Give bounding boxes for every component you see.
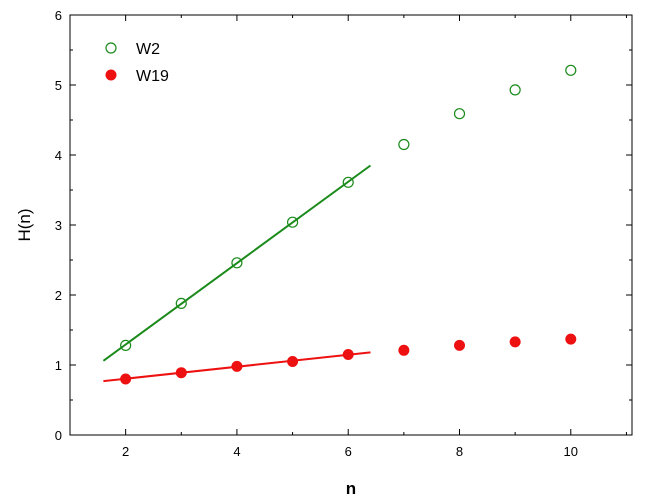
data-point-w19 bbox=[120, 373, 132, 385]
data-point-w19 bbox=[231, 360, 243, 372]
data-point-w19 bbox=[454, 339, 466, 351]
data-point-w2 bbox=[175, 297, 187, 309]
y-tick-label: 2 bbox=[55, 288, 62, 303]
data-point-w19 bbox=[342, 349, 354, 360]
y-tick-label: 3 bbox=[55, 218, 62, 233]
data-point-w19 bbox=[398, 344, 410, 356]
data-point-w2 bbox=[509, 84, 521, 96]
data-point-w19 bbox=[287, 356, 299, 367]
y-tick-label: 4 bbox=[55, 148, 62, 163]
legend-label-w2: W2 bbox=[136, 41, 160, 58]
legend: W2 W19 bbox=[105, 41, 169, 85]
axis-ticks bbox=[69, 14, 632, 436]
x-tick-label: 2 bbox=[122, 444, 129, 459]
data-point-w2 bbox=[398, 138, 410, 151]
data-point-w2 bbox=[120, 339, 132, 351]
legend-label-w19: W19 bbox=[136, 68, 169, 85]
y-tick-label: 0 bbox=[55, 428, 62, 443]
fit-line-w2 bbox=[102, 164, 372, 362]
data-point-w2 bbox=[453, 108, 466, 120]
data-point-w19 bbox=[175, 367, 187, 379]
x-axis-label: n bbox=[346, 479, 356, 498]
data-point-w2 bbox=[342, 176, 354, 188]
data-point-w19 bbox=[565, 333, 577, 345]
data-point-w2 bbox=[565, 64, 577, 76]
fit-lines bbox=[102, 164, 372, 383]
x-tick-label: 6 bbox=[345, 444, 352, 459]
legend-marker-w19 bbox=[105, 69, 117, 81]
data-point-w2 bbox=[231, 257, 243, 269]
y-tick-label: 1 bbox=[55, 358, 62, 373]
x-tick-label: 10 bbox=[564, 444, 578, 459]
y-tick-label: 6 bbox=[55, 8, 62, 23]
y-tick-label: 5 bbox=[55, 78, 62, 93]
data-point-w2 bbox=[286, 216, 299, 228]
data-point-w19 bbox=[509, 336, 521, 348]
legend-marker-w2 bbox=[105, 42, 117, 54]
x-tick-label: 8 bbox=[456, 444, 463, 459]
y-axis-label: H(n) bbox=[15, 208, 34, 241]
data-points bbox=[120, 64, 577, 385]
x-tick-label: 4 bbox=[233, 444, 240, 459]
axis-tick-labels: 2 4 6 8 10 0 1 2 3 4 5 6 bbox=[55, 8, 578, 459]
